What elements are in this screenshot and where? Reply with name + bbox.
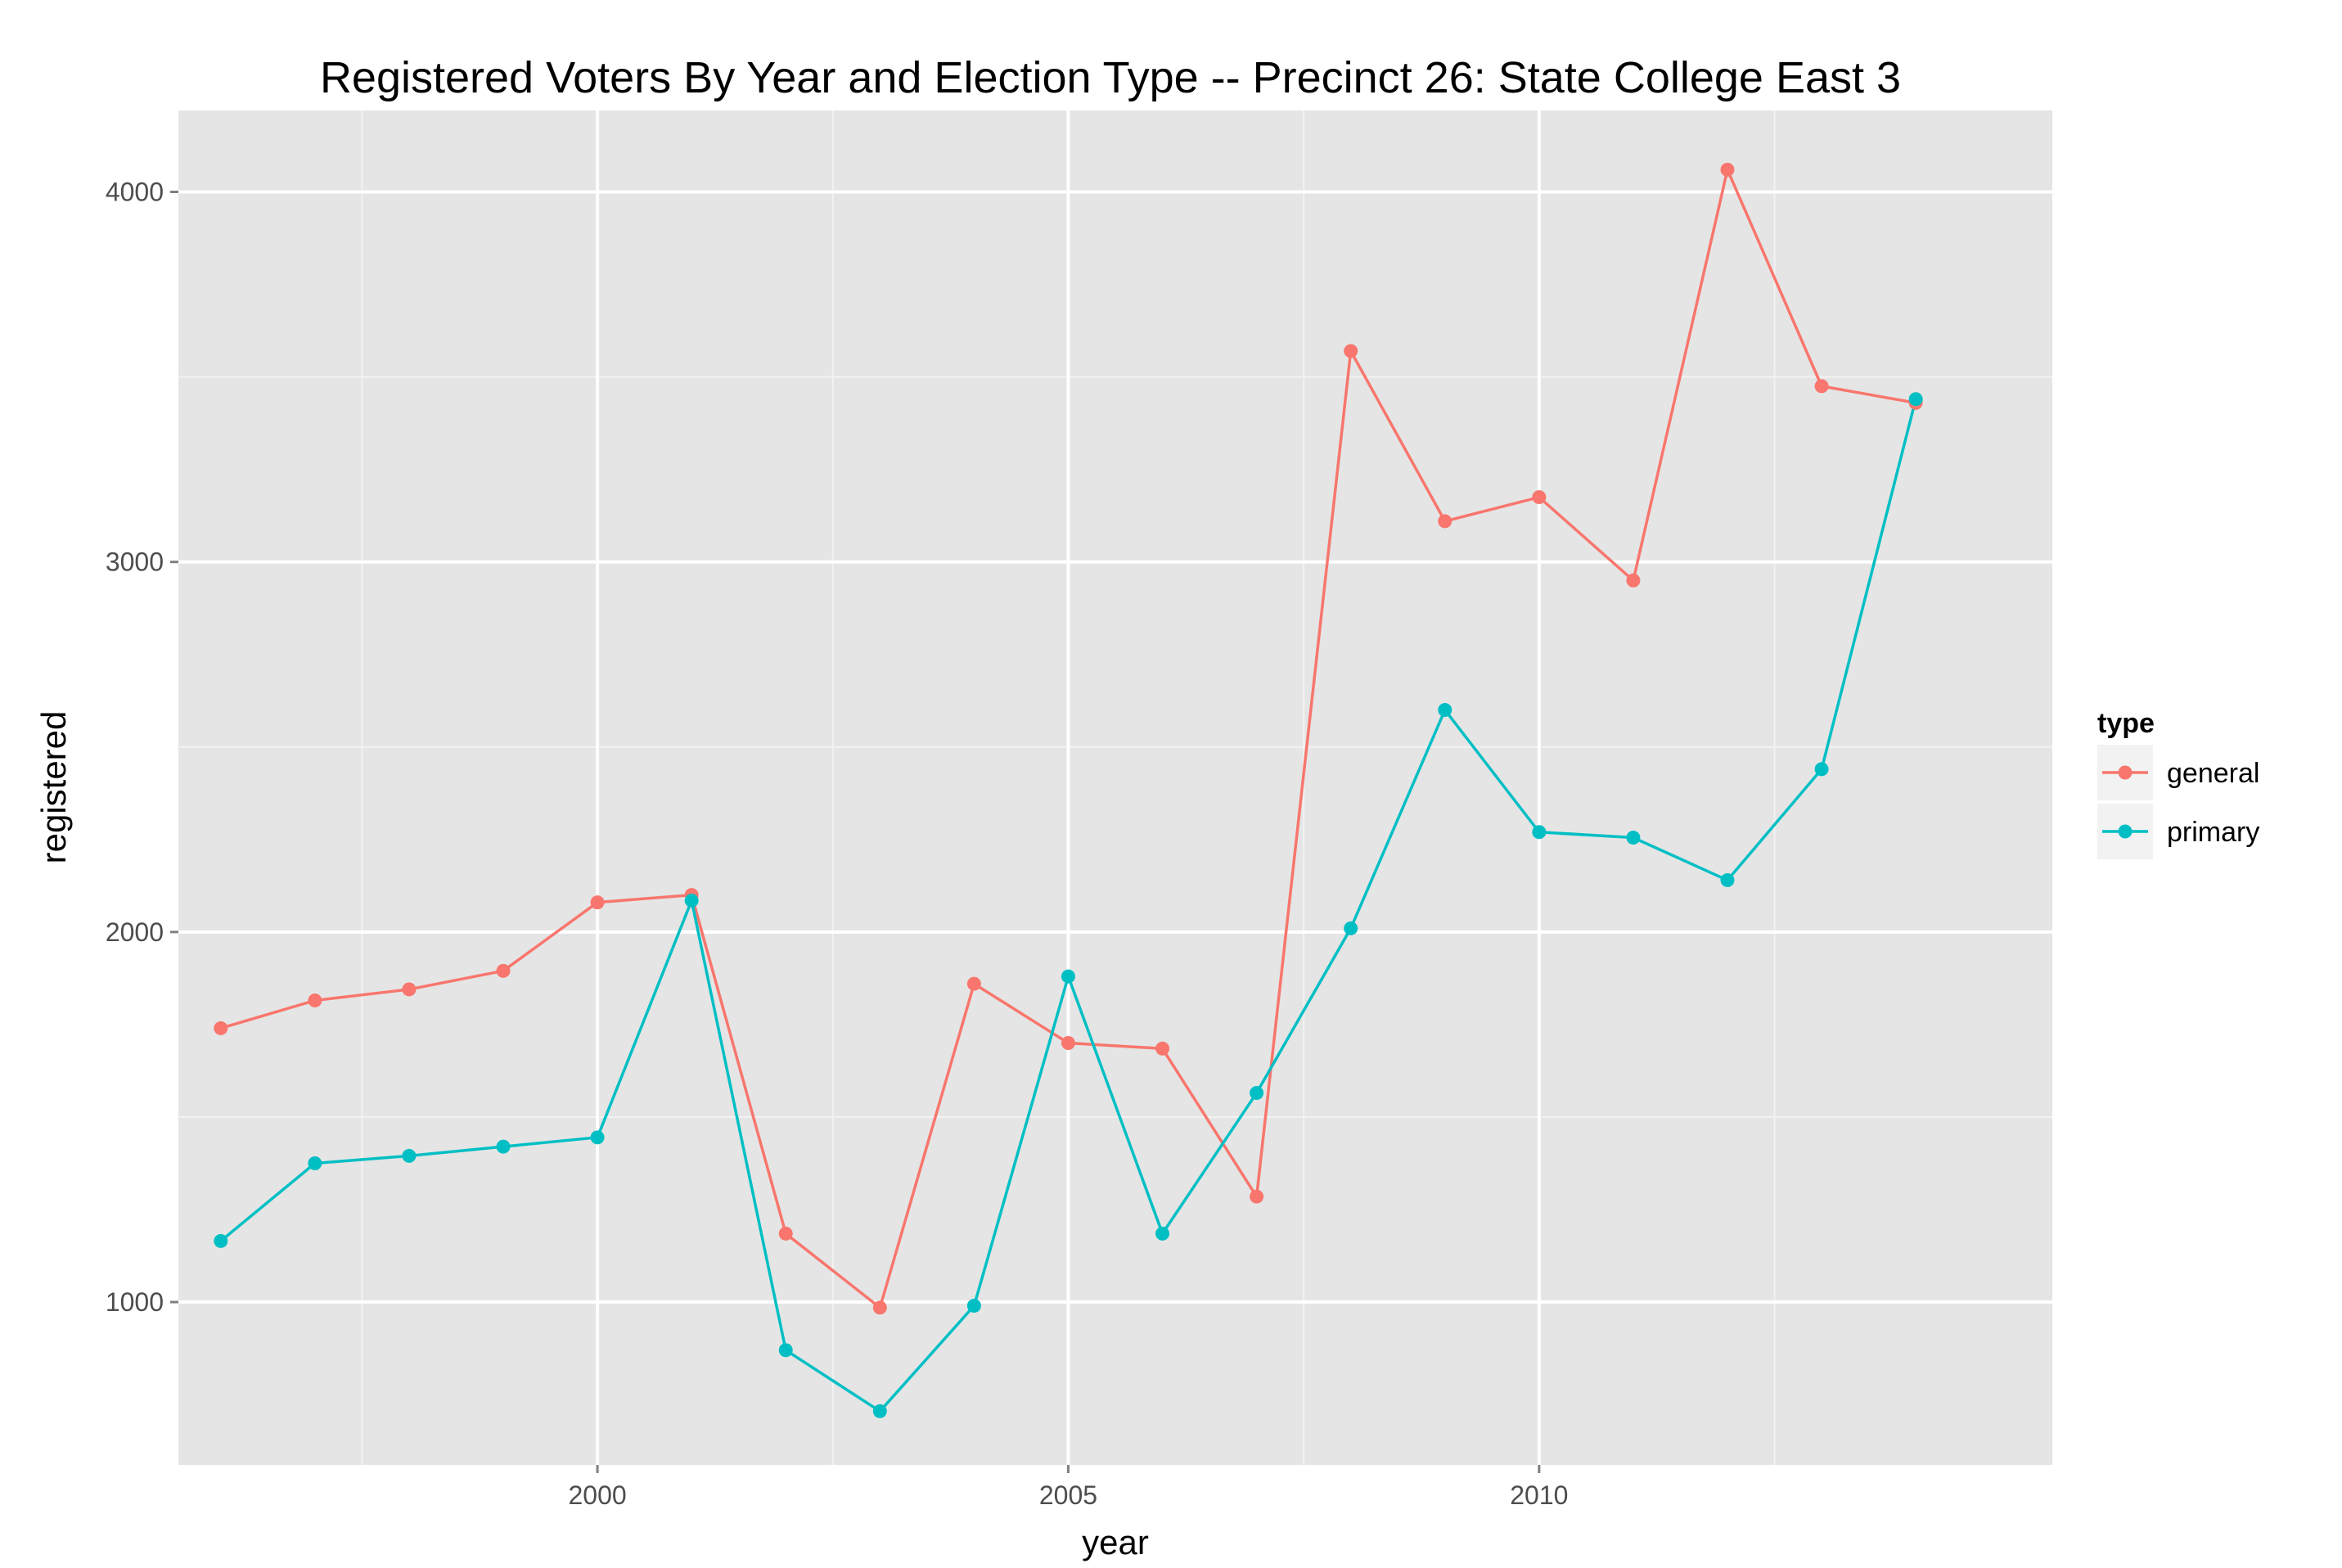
chart-title: Registered Voters By Year and Election T… [320,53,1901,102]
primary-data-point [872,1404,887,1418]
legend-key-point [2118,824,2133,839]
primary-data-point [1814,762,1829,777]
x-tick-label: 2010 [1510,1480,1568,1510]
general-data-point [966,976,981,991]
general-data-point [1720,162,1735,177]
general-data-point [1626,573,1641,588]
legend: type general primary [2097,708,2259,859]
primary-data-point [1061,969,1075,984]
tick-labels: 1000 2000 3000 4000 2000 2005 2010 [106,177,1569,1510]
general-data-point [590,895,605,910]
primary-data-point [590,1130,605,1145]
primary-data-point [402,1148,417,1163]
x-tick-label: 2005 [1039,1480,1097,1510]
y-tick-label: 4000 [106,177,164,206]
y-tick-label: 2000 [106,917,164,947]
general-data-point [1814,379,1829,394]
primary-data-point [778,1343,793,1358]
legend-item-label: primary [2167,817,2259,848]
y-axis-title: registered [34,711,73,864]
general-data-point [1061,1036,1075,1051]
legend-title: type [2097,708,2155,739]
primary-data-point [1720,873,1735,888]
primary-data-point [1438,703,1452,718]
primary-data-point [308,1156,322,1170]
x-tick-label: 2000 [568,1480,626,1510]
plot-panel [178,110,2052,1465]
general-data-point [496,963,511,978]
general-data-point [402,982,417,997]
primary-data-point [1250,1086,1264,1101]
grid-lines [178,110,2052,1465]
primary-data-point [1626,831,1641,845]
general-data-point [1155,1041,1170,1056]
general-data-point [1250,1189,1264,1204]
legend-item-label: general [2167,758,2259,789]
primary-data-point [1908,392,1923,407]
general-data-point [872,1300,887,1315]
axis-ticks [170,190,1541,1473]
general-data-point [308,994,322,1008]
primary-data-point [496,1139,511,1154]
primary-data-point [684,893,699,908]
data-series [214,162,1923,1418]
general-data-point [1438,514,1452,529]
primary-data-point [1155,1226,1170,1241]
general-data-point [1532,490,1547,505]
x-axis-title: year [1082,1523,1149,1561]
primary-data-point [214,1233,228,1248]
general-data-point [214,1021,228,1035]
y-tick-label: 3000 [106,547,164,577]
general-data-point [1344,344,1358,358]
primary-data-point [1532,825,1547,840]
primary-data-point [966,1299,981,1313]
y-tick-label: 1000 [106,1287,164,1317]
general-data-point [778,1226,793,1241]
legend-key-point [2118,765,2133,780]
primary-data-point [1344,921,1358,935]
